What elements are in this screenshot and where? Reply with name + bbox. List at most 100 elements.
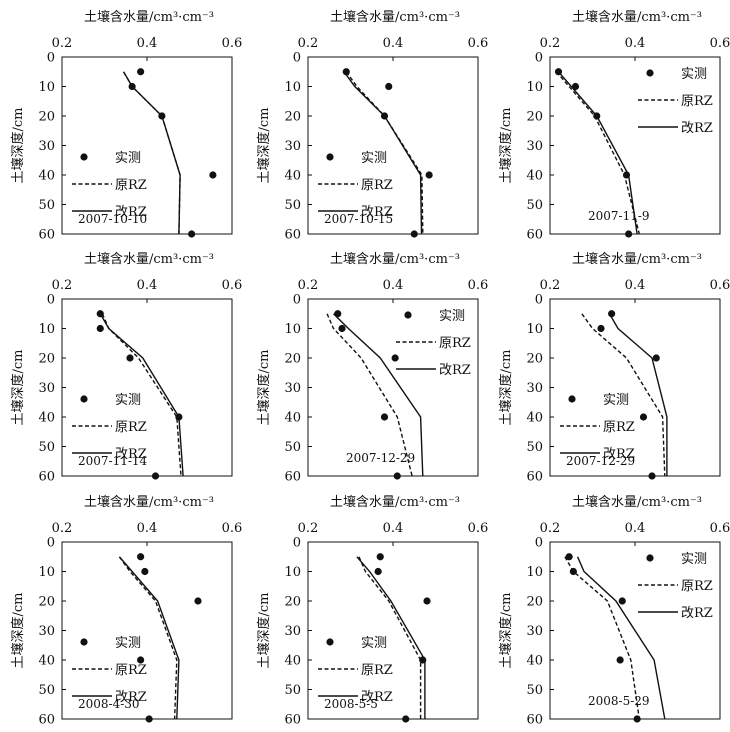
legend-entry: 改RZ — [318, 690, 393, 705]
modified-rz-line — [557, 71, 638, 235]
measured-point — [137, 68, 145, 76]
modified-rz-line — [99, 313, 184, 477]
legend-entry: 改RZ — [72, 205, 147, 220]
x-axis-title: 土壤含水量/cm³·cm⁻³ — [330, 251, 460, 267]
y-tick-label: 60 — [284, 713, 301, 728]
legend-entry: 改RZ — [72, 447, 147, 462]
panel-1: 土壤含水量/cm³·cm⁻³ 0.2 0.4 0.6 0 10 20 30 40 50 60 土壤深度… — [10, 9, 242, 243]
y-tick-label: 0 — [535, 536, 543, 551]
y-tick-label: 50 — [284, 440, 301, 455]
measured-point — [126, 354, 134, 362]
x-tick-label: 0.4 — [137, 36, 158, 51]
legend-label: 实测 — [115, 393, 141, 408]
date-label: 2007-12-29 — [566, 454, 635, 468]
y-tick-label: 60 — [38, 470, 55, 485]
legend-entry: 改RZ — [72, 690, 147, 705]
y-axis-title: 土壤深度/cm — [10, 350, 26, 426]
y-tick-label: 60 — [526, 713, 543, 728]
y-tick-label: 20 — [284, 352, 301, 367]
legend-entry: 实测 — [80, 393, 141, 408]
legend-entry: 原RZ — [72, 420, 147, 435]
date-label: 2007-10-10 — [78, 212, 147, 226]
y-tick-label: 40 — [526, 654, 543, 669]
y-tick-label: 40 — [284, 654, 301, 669]
legend-label: 实测 — [115, 151, 141, 166]
legend-label: 改RZ — [439, 363, 471, 378]
y-tick-label: 0 — [47, 51, 55, 66]
legend-marker — [326, 638, 334, 646]
y-tick-label: 20 — [38, 352, 55, 367]
measured-point — [209, 171, 217, 179]
x-tick-label: 0.6 — [710, 36, 730, 51]
measured-point — [137, 553, 145, 561]
x-tick-label: 0.6 — [710, 521, 730, 536]
plot-frame — [307, 541, 479, 720]
legend-entry: 实测 — [404, 309, 465, 324]
measured-point — [639, 413, 648, 421]
measured-point — [618, 597, 626, 605]
measured-point — [652, 354, 660, 362]
x-tick-label: 0.2 — [298, 278, 319, 293]
panel-5: 土壤含水量/cm³·cm⁻³ 0.2 0.4 0.6 0 10 20 30 40 50 60 土壤深度… — [256, 251, 488, 485]
x-tick-label: 0.2 — [298, 36, 319, 51]
legend-label: 实测 — [115, 636, 141, 651]
original-rz-line — [118, 556, 178, 720]
y-tick-label: 20 — [38, 595, 55, 610]
legend-entry: 改RZ — [318, 205, 393, 220]
y-tick-label: 30 — [284, 139, 301, 154]
x-axis-title: 土壤含水量/cm³·cm⁻³ — [330, 494, 460, 510]
y-tick-label: 10 — [38, 565, 55, 580]
y-axis-title: 土壤深度/cm — [498, 593, 514, 669]
legend-marker — [80, 153, 88, 161]
date-label: 2007-10-15 — [324, 212, 393, 226]
modified-rz-line — [343, 71, 423, 235]
x-tick-label: 0.6 — [222, 521, 243, 536]
plot-frame — [61, 541, 233, 720]
x-tick-label: 0.4 — [625, 36, 646, 51]
modified-rz-line — [608, 313, 668, 476]
x-tick-label: 0.6 — [710, 278, 730, 293]
y-tick-label: 50 — [284, 198, 301, 213]
panel-2: 土壤含水量/cm³·cm⁻³ 0.2 0.4 0.6 0 10 20 30 40 50 60 土壤深度… — [256, 9, 488, 243]
y-tick-label: 40 — [38, 654, 55, 669]
legend-marker — [326, 153, 334, 161]
y-tick-label: 30 — [526, 139, 543, 154]
y-tick-label: 10 — [526, 322, 543, 337]
x-tick-label: 0.2 — [298, 521, 319, 536]
y-tick-label: 10 — [284, 565, 301, 580]
y-tick-label: 30 — [38, 139, 55, 154]
legend-entry: 原RZ — [638, 579, 713, 594]
legend-label: 原RZ — [439, 336, 471, 351]
date-label: 2008-4-30 — [78, 697, 140, 711]
measured-point — [374, 567, 382, 576]
legend-entry: 改RZ — [638, 606, 713, 621]
y-tick-label: 20 — [284, 595, 301, 610]
y-tick-label: 30 — [38, 624, 55, 639]
y-tick-label: 40 — [526, 169, 543, 184]
y-tick-label: 10 — [38, 80, 55, 95]
legend-entry: 实测 — [646, 552, 707, 567]
y-tick-label: 50 — [38, 198, 55, 213]
plot-frame — [549, 298, 721, 477]
x-tick-label: 0.6 — [222, 36, 243, 51]
original-rz-line — [555, 71, 640, 235]
measured-point — [565, 553, 573, 561]
measured-point — [393, 472, 401, 480]
legend-label: 原RZ — [361, 663, 393, 678]
y-tick-label: 40 — [38, 169, 55, 184]
y-tick-label: 40 — [284, 169, 301, 184]
measured-point — [141, 567, 149, 576]
x-axis-title: 土壤含水量/cm³·cm⁻³ — [572, 9, 702, 25]
legend-entry: 实测 — [646, 67, 707, 82]
original-rz-line — [326, 313, 413, 477]
measured-point — [425, 171, 433, 179]
x-tick-label: 0.2 — [540, 36, 561, 51]
y-tick-label: 0 — [47, 536, 55, 551]
x-tick-label: 0.4 — [383, 36, 404, 51]
panel-8: 土壤含水量/cm³·cm⁻³ 0.2 0.4 0.6 0 10 20 30 40 50 60 土壤深度… — [256, 494, 488, 728]
x-tick-label: 0.2 — [52, 36, 73, 51]
modified-rz-line — [118, 556, 180, 720]
y-tick-label: 50 — [526, 198, 543, 213]
date-label: 2008-5-29 — [588, 694, 650, 708]
y-tick-label: 50 — [284, 683, 301, 698]
